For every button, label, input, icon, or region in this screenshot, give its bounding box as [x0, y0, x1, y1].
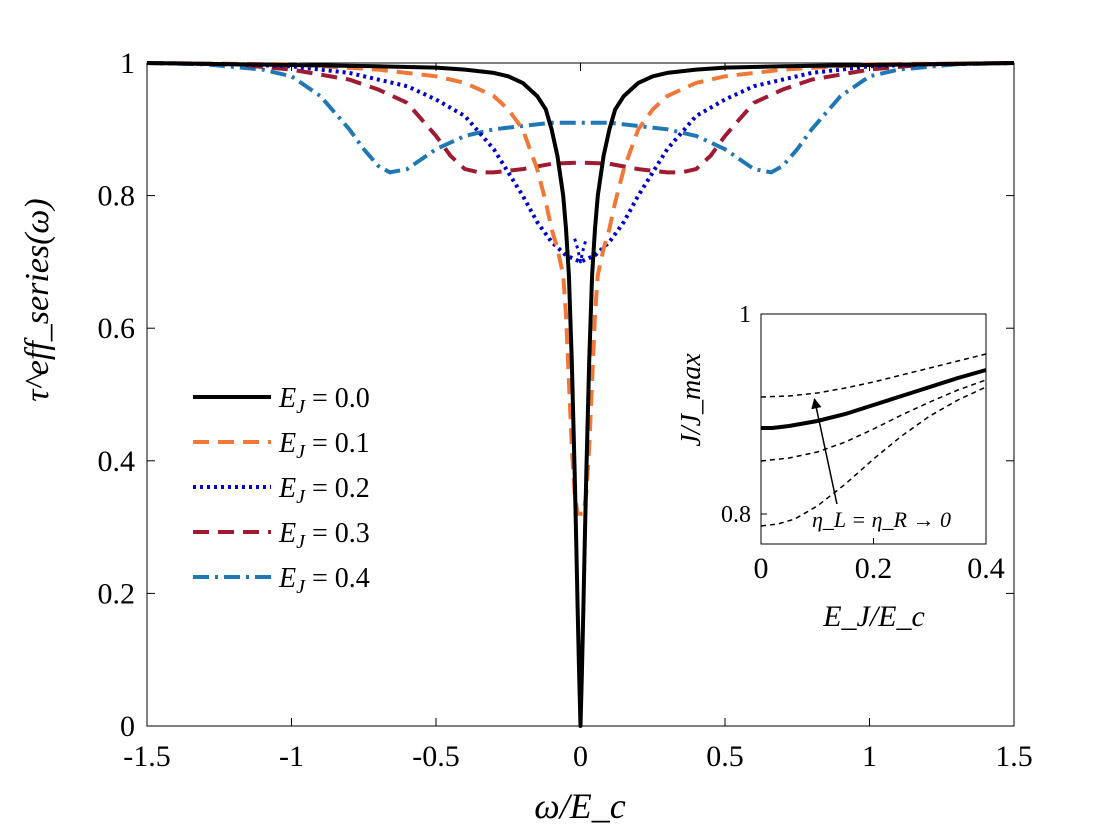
- series-line-ej-3: [146, 61, 1015, 175]
- main-y-axis-label: τ^eff_series(ω): [19, 198, 56, 401]
- inset-y-axis-ticks: 0.81: [721, 302, 767, 528]
- main-y-tick-label: 1: [120, 47, 135, 80]
- main-y-tick-label: 0.4: [98, 445, 136, 478]
- main-y-axis-ticks: 00.20.40.60.81: [98, 47, 1014, 743]
- main-x-tick-label: 0: [573, 740, 588, 773]
- legend-label-4: EJ = 0.4: [278, 563, 370, 598]
- series-spike-ej-2: [573, 238, 588, 264]
- main-x-axis-label: ω/E_c: [534, 786, 625, 826]
- inset-series-group: [760, 353, 987, 527]
- main-y-tick-label: 0.6: [98, 312, 136, 345]
- inset-line-dashed-3: [760, 386, 987, 527]
- main-y-tick-label: 0.8: [98, 180, 136, 213]
- inset-y-tick-label: 0.8: [721, 502, 751, 528]
- legend: EJ = 0.0 EJ = 0.1 EJ = 0.2 EJ = 0.3 EJ = 0.4: [193, 383, 370, 598]
- main-x-tick-label: 1: [862, 740, 877, 773]
- main-series-group: [146, 61, 1015, 728]
- inset-y-tick-label: 1: [739, 302, 751, 328]
- inset-plot: 0 0.2 0.4 0.81 η_L = η_R → 0 E_J/E_c J/J_m…: [676, 302, 1005, 633]
- legend-label-3: EJ = 0.3: [278, 518, 370, 553]
- series-line-ej-2: [146, 61, 1015, 264]
- series-line-ej-0: [146, 61, 1015, 728]
- main-x-tick-label: -1.5: [123, 740, 171, 773]
- inset-line-bold: [761, 368, 987, 430]
- legend-label-0: EJ = 0.0: [278, 383, 370, 418]
- inset-x-tick-label: 0.2: [855, 552, 893, 585]
- legend-label-1: EJ = 0.1: [278, 428, 370, 463]
- inset-x-tick-label: 0: [754, 552, 769, 585]
- inset-x-tick-label: 0.4: [967, 552, 1005, 585]
- main-x-tick-label: 0.5: [706, 740, 744, 773]
- inset-line-dashed-2: [760, 379, 987, 462]
- inset-arrow: [811, 397, 838, 505]
- legend-label-2: EJ = 0.2: [278, 473, 370, 508]
- inset-x-axis-ticks: 0 0.2 0.4: [754, 538, 1005, 585]
- inset-x-axis-label: E_J/E_c: [822, 600, 925, 633]
- main-y-tick-label: 0: [120, 710, 135, 743]
- inset-y-axis-label: J/J_max: [676, 353, 707, 447]
- series-line-ej-1: [146, 61, 1015, 516]
- inset-annotation: η_L = η_R → 0: [812, 507, 951, 532]
- inset-line-dashed-1: [760, 353, 987, 398]
- series-line-ej-4: [146, 61, 1015, 175]
- main-x-tick-label: -1: [279, 740, 304, 773]
- main-y-tick-label: 0.2: [98, 577, 136, 610]
- main-x-tick-label: -0.5: [412, 740, 460, 773]
- main-x-axis-ticks: -1.5 -1 -0.5 0 0.5 1 1.5: [123, 63, 1033, 773]
- main-plot: -1.5 -1 -0.5 0 0.5 1 1.5 00.20.40.60.81 ω/E_c …: [19, 47, 1033, 826]
- main-x-tick-label: 1.5: [995, 740, 1033, 773]
